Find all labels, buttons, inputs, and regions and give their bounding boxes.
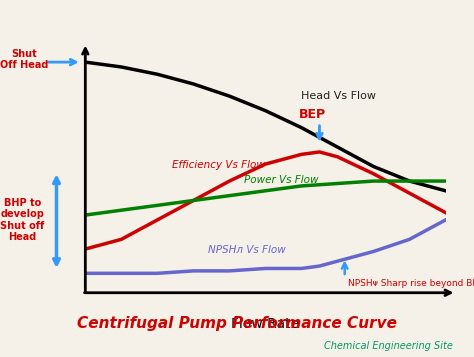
- Text: BHP to
develop
Shut off
Head: BHP to develop Shut off Head: [0, 197, 45, 242]
- Text: Centrifugal Pump Performance Curve: Centrifugal Pump Performance Curve: [77, 316, 397, 331]
- Text: Chemical Engineering Site: Chemical Engineering Site: [324, 341, 453, 351]
- Text: NPSHᴪ Sharp rise beyond BEP: NPSHᴪ Sharp rise beyond BEP: [348, 280, 474, 288]
- Text: NPSHᴫ Vs Flow: NPSHᴫ Vs Flow: [208, 245, 285, 255]
- Text: Flow Rate: Flow Rate: [231, 317, 300, 331]
- Text: Efficiency Vs Flow: Efficiency Vs Flow: [172, 160, 264, 170]
- Text: Shut
Off Head: Shut Off Head: [0, 49, 48, 70]
- Text: Power Vs Flow: Power Vs Flow: [244, 175, 319, 185]
- Text: BEP: BEP: [299, 108, 326, 121]
- Text: Head Vs Flow: Head Vs Flow: [301, 91, 376, 101]
